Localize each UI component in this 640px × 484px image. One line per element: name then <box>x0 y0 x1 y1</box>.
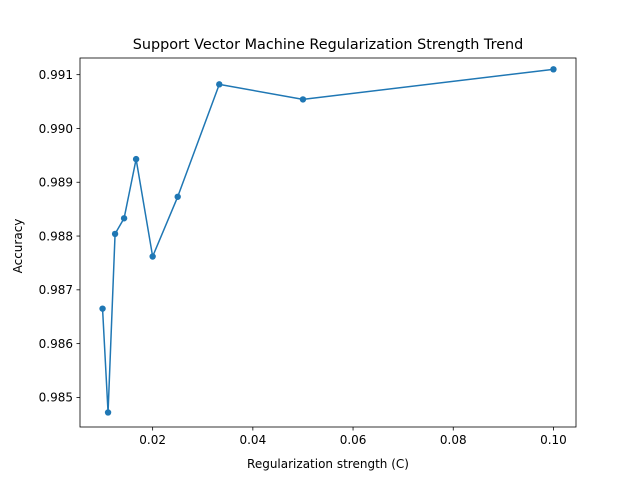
data-point <box>132 155 140 163</box>
axes-frame <box>79 57 577 428</box>
y-axis-label: Accuracy <box>11 219 25 274</box>
x-tick-label: 0.04 <box>239 433 266 447</box>
x-tick-label: 0.06 <box>340 433 367 447</box>
data-point <box>111 230 119 238</box>
data-point <box>104 409 112 416</box>
x-axis-label: Regularization strength (C) <box>247 457 409 471</box>
data-point <box>174 193 181 200</box>
data-point <box>149 253 156 260</box>
x-tick-label: 0.08 <box>440 433 467 447</box>
x-tick-label: 0.02 <box>139 433 166 447</box>
y-tick-label: 0.988 <box>39 229 73 243</box>
y-tick-label: 0.987 <box>39 283 73 297</box>
plot-area: 0.02 0.04 0.06 0.08 0.10 0.985 0.986 0.987 0.988… <box>39 57 577 447</box>
data-point <box>550 66 557 73</box>
y-tick-label: 0.989 <box>39 176 73 190</box>
data-point <box>299 96 307 103</box>
chart-title: Support Vector Machine Regularization St… <box>133 37 524 53</box>
y-tick-label: 0.990 <box>39 122 73 136</box>
y-tick-label: 0.986 <box>39 337 73 351</box>
data-point <box>99 305 106 312</box>
x-tick-label: 0.10 <box>540 433 567 447</box>
series-line <box>101 68 555 414</box>
y-tick-label: 0.985 <box>39 391 73 405</box>
y-tick-label: 0.991 <box>39 68 73 82</box>
data-point <box>216 81 223 88</box>
data-point <box>120 215 128 222</box>
